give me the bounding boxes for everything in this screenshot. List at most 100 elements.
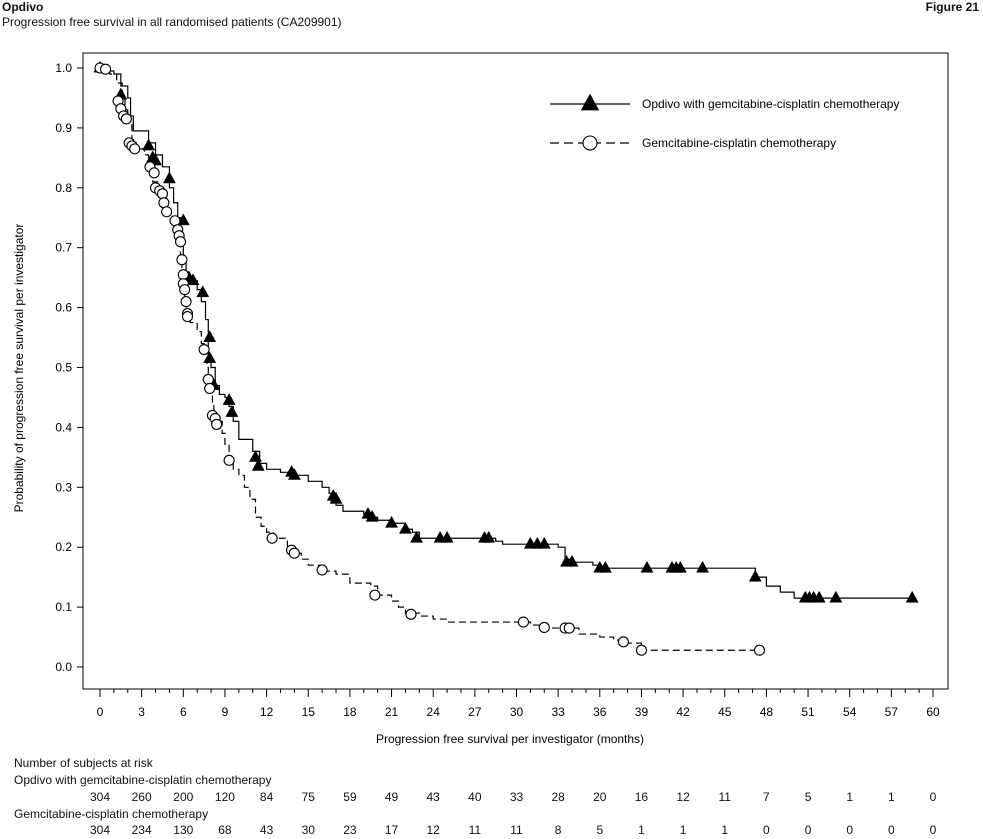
risk-value: 304 — [89, 823, 111, 837]
x-tick-label: 51 — [801, 705, 815, 719]
censor-mark — [179, 284, 191, 296]
censor-mark — [249, 450, 262, 462]
series-gemcis — [94, 62, 766, 656]
risk-value: 23 — [343, 823, 357, 837]
risk-value: 200 — [173, 790, 194, 804]
censor-mark — [538, 621, 550, 634]
series-layer — [93, 60, 919, 656]
censor-mark — [598, 560, 612, 573]
censor-mark — [251, 458, 265, 471]
series-opdivo — [93, 60, 919, 603]
censor-mark — [316, 564, 328, 576]
censor-mark — [398, 521, 412, 534]
censor-mark — [812, 590, 826, 603]
risk-value: 5 — [596, 823, 604, 837]
risk-value: 30 — [301, 823, 315, 837]
x-tick-label: 45 — [718, 705, 732, 719]
x-tick-label: 12 — [260, 705, 274, 719]
censor-mark — [223, 454, 235, 466]
risk-value: 11 — [510, 823, 523, 837]
risk-value: 17 — [384, 823, 399, 837]
x-axis-label: Progression free survival per investigat… — [376, 732, 644, 746]
risk-value: 0 — [804, 823, 812, 837]
censor-mark — [186, 273, 200, 286]
y-tick-label: 0.6 — [55, 301, 72, 315]
censor-mark — [635, 644, 648, 656]
censor-mark — [287, 467, 301, 480]
x-tick-label: 15 — [302, 705, 316, 719]
censor-mark — [196, 285, 210, 298]
risk-value: 12 — [676, 790, 690, 804]
risk-value: 260 — [131, 790, 152, 804]
x-tick-label: 18 — [343, 705, 357, 719]
censor-mark — [180, 296, 192, 308]
risk-value: 5 — [804, 790, 812, 804]
censor-mark — [369, 589, 381, 601]
x-tick-label: 3 — [138, 705, 145, 719]
censor-mark — [202, 373, 214, 386]
y-axis-label: Probability of progression free survival… — [12, 224, 26, 513]
censor-mark — [565, 554, 579, 567]
y-tick-label: 0.9 — [55, 121, 72, 135]
censor-mark — [537, 536, 551, 549]
risk-value: 75 — [301, 790, 315, 804]
risk-value: 304 — [89, 790, 111, 804]
legend-marker — [580, 93, 600, 111]
y-tick-label: 0.1 — [55, 600, 72, 614]
censor-mark — [617, 636, 629, 648]
censor-mark — [129, 143, 141, 155]
x-tick-label: 21 — [385, 705, 399, 719]
censor-mark — [410, 530, 424, 543]
x-tick-label: 36 — [593, 705, 607, 719]
y-tick-label: 0.7 — [55, 241, 72, 255]
censor-mark — [156, 188, 169, 200]
censor-mark — [142, 138, 156, 151]
risk-value: 0 — [929, 790, 937, 804]
y-tick-label: 0.4 — [55, 420, 72, 434]
legend-label: Opdivo with gemcitabine-cisplatin chemot… — [642, 97, 899, 111]
censor-mark — [176, 254, 188, 266]
km-step-line — [100, 67, 760, 651]
risk-value: 49 — [384, 790, 399, 804]
censor-mark — [563, 622, 575, 634]
censor-mark — [204, 382, 216, 395]
censor-mark — [748, 569, 762, 582]
censor-mark — [753, 644, 766, 656]
censor-mark — [405, 608, 417, 620]
risk-value: 8 — [554, 823, 562, 837]
x-tick-label: 57 — [885, 705, 899, 719]
censor-mark — [162, 171, 176, 184]
risk-value: 43 — [259, 823, 274, 837]
risk-value: 0 — [929, 823, 937, 837]
legend-label: Gemcitabine-cisplatin chemotherapy — [642, 136, 836, 150]
censor-mark — [440, 530, 454, 543]
x-tick-label: 60 — [926, 705, 940, 719]
risk-value: 1 — [679, 823, 687, 837]
x-tick-label: 54 — [843, 705, 857, 719]
x-tick-label: 48 — [760, 705, 774, 719]
x-tick-label: 27 — [468, 705, 482, 719]
y-axis: 0.0 0.1 0.2 0.3 0.4 0.5 0.6 0.7 0.8 0.9 1.0 — [55, 61, 83, 674]
risk-value: 59 — [343, 790, 357, 804]
risk-value: 68 — [218, 823, 232, 837]
risk-value: 11 — [718, 790, 731, 804]
risk-value: 1 — [888, 790, 895, 804]
risk-value: 12 — [426, 823, 440, 837]
y-tick-label: 0.2 — [55, 540, 72, 554]
risk-value: 234 — [131, 823, 152, 837]
risk-value: 40 — [468, 790, 482, 804]
censor-mark — [203, 330, 217, 342]
figure-subtitle: Progression free survival in all randomi… — [2, 15, 342, 29]
risk-value: 16 — [634, 790, 649, 804]
risk-value: 11 — [468, 823, 482, 837]
risk-value: 0 — [846, 823, 854, 837]
risk-row-label-gemcis: Gemcitabine-cisplatin chemotherapy — [14, 807, 209, 821]
risk-value: 0 — [888, 823, 895, 837]
risk-value: 84 — [259, 790, 274, 804]
y-tick-label: 0.0 — [55, 660, 72, 674]
risk-value: 43 — [426, 790, 440, 804]
document-label: Opdivo — [2, 0, 44, 14]
censor-mark — [266, 532, 278, 544]
risk-value: 1 — [638, 823, 645, 837]
legend: Opdivo with gemcitabine-cisplatin chemot… — [550, 93, 899, 151]
